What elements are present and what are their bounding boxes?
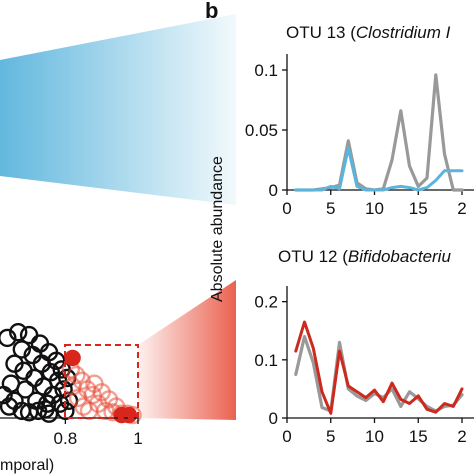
otu12-title-taxon: Bifidobacteriu [348, 247, 452, 266]
scatter-point [54, 380, 73, 399]
otu13-y-tick-label: 0.05 [245, 121, 278, 140]
scatter-point [12, 340, 31, 359]
scatter-panel: 0.8 1 [0, 323, 143, 448]
scatter-point [30, 334, 50, 353]
otu13-y-tick-label: 0 [269, 181, 278, 200]
otu12-y-tick-label: 0.1 [254, 351, 278, 370]
otu13-title: OTU 13 (Clostridium I [286, 23, 451, 42]
otu13-x-tick-label: 2 [457, 199, 466, 218]
otu12-x-tick-label: 15 [409, 427, 428, 446]
line-panel-otu12: 0 0.1 0.2 0 5 10 15 2 [254, 286, 474, 446]
scatter-point [19, 403, 39, 422]
otu13-series-line-2 [294, 146, 464, 192]
scatter-x-tick-label: 1 [133, 429, 142, 448]
otu13-series-line-1 [294, 73, 464, 192]
line-panel-otu13: 0 0.05 0.1 0 5 10 15 2 [245, 54, 474, 218]
scatter-x-tick-label: 0.8 [54, 429, 78, 448]
scatter-point [0, 397, 19, 416]
otu13-y-tick-label: 0.1 [254, 61, 278, 80]
scatter-x-label: mporal) [0, 457, 54, 474]
selection-box [64, 344, 139, 419]
otu12-title: OTU 12 (Bifidobacteriu [278, 247, 451, 266]
y-axis-label: Absolute abundance [209, 156, 226, 302]
otu12-title-prefix: OTU 12 ( [278, 247, 348, 266]
otu12-y-tick-label: 0 [269, 409, 278, 428]
scatter-point [39, 404, 59, 423]
scatter-point [0, 328, 17, 348]
otu12-series-line-1 [294, 334, 464, 413]
scatter-point-highlight [64, 349, 81, 367]
otu13-title-taxon: Clostridium I [356, 23, 451, 42]
scatter-point-highlight [120, 406, 138, 424]
zoom-wedge-red [138, 280, 236, 420]
scatter-point [38, 394, 57, 413]
zoom-wedge-blue [0, 14, 236, 205]
otu12-x-tick-label: 2 [457, 427, 466, 446]
panel-letter-b: b [205, 0, 218, 23]
otu13-x-tick-label: 10 [365, 199, 384, 218]
otu12-x-tick-label: 0 [282, 427, 291, 446]
otu13-x-tick-label: 0 [282, 199, 291, 218]
scatter-point [67, 365, 86, 385]
scatter-point [16, 380, 35, 399]
scatter-point [5, 391, 24, 410]
otu12-x-tick-label: 10 [365, 427, 384, 446]
otu12-x-tick-label: 5 [326, 427, 335, 446]
scatter-point [19, 325, 39, 345]
otu13-x-tick-label: 5 [326, 199, 335, 218]
otu12-series-line-2 [294, 320, 464, 415]
otu13-x-tick-label: 15 [409, 199, 428, 218]
scatter-point [9, 323, 28, 342]
otu12-y-tick-label: 0.2 [254, 293, 278, 312]
otu13-title-prefix: OTU 13 ( [286, 23, 356, 42]
